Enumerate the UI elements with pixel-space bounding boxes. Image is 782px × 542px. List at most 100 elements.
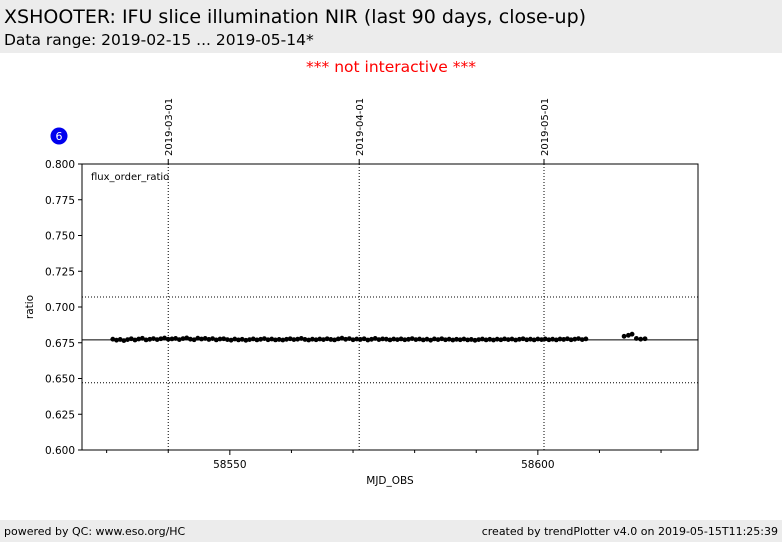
data-point [269, 336, 275, 342]
x-tick-label: 58600 [521, 459, 554, 471]
footer-bar: powered by QC: www.eso.org/HC created by… [0, 520, 782, 542]
data-point [280, 337, 286, 343]
data-point [398, 336, 404, 342]
data-point [114, 337, 119, 343]
page-subtitle: Data range: 2019-02-15 ... 2019-05-14* [4, 31, 314, 49]
data-point [634, 336, 639, 341]
data-point [391, 336, 397, 342]
data-point [217, 336, 223, 342]
data-point [180, 336, 186, 342]
data-point [450, 337, 456, 343]
data-point [505, 337, 511, 343]
data-point [621, 333, 627, 339]
date-marker-label: 2019-05-01 [540, 98, 551, 156]
data-point [406, 336, 411, 342]
data-point [221, 336, 227, 342]
data-point [261, 336, 267, 342]
data-point [638, 336, 644, 342]
data-point [372, 336, 378, 341]
data-point [247, 337, 252, 343]
data-point [524, 337, 530, 343]
data-point [317, 336, 323, 342]
data-point [509, 336, 515, 342]
data-point [383, 336, 389, 342]
data-point [424, 336, 430, 342]
data-point [165, 336, 171, 342]
y-tick-label: 0.750 [45, 231, 75, 243]
data-point [439, 336, 445, 342]
data-point [154, 337, 160, 343]
date-marker-label: 2019-03-01 [164, 98, 175, 156]
data-point [516, 336, 522, 342]
y-tick-label: 0.725 [45, 266, 75, 278]
data-point [110, 336, 116, 342]
data-point [346, 336, 352, 342]
data-point [513, 337, 519, 343]
plot-annotation: flux_order_ratio [91, 172, 169, 183]
x-tick-label: 58550 [213, 459, 246, 471]
data-point [579, 337, 585, 343]
y-axis-label: ratio [24, 295, 36, 319]
data-point [435, 337, 441, 343]
data-point [250, 336, 256, 342]
trend-chart: 6 2019-03-01 2019-04-01 2019-05-01 0.600 0.6… [24, 98, 699, 487]
data-point [454, 336, 459, 342]
data-point [576, 336, 581, 342]
data-point [417, 336, 422, 342]
data-point [335, 336, 341, 342]
data-point [195, 335, 201, 341]
data-point [465, 337, 471, 343]
data-point [147, 336, 153, 342]
data-point [553, 337, 559, 343]
data-point [132, 337, 138, 343]
data-point [291, 337, 297, 343]
footer-created: created by trendPlotter v4.0 on 2019-05-… [481, 525, 778, 538]
data-point [420, 337, 426, 343]
footer-credit: powered by QC: www.eso.org/HC [4, 525, 186, 538]
data-point [295, 336, 300, 342]
data-point [125, 337, 130, 343]
data-point [483, 337, 489, 343]
y-tick-label: 0.675 [45, 338, 75, 350]
data-point [309, 336, 315, 342]
data-point [273, 337, 278, 343]
data-point [457, 337, 463, 343]
data-point [387, 337, 393, 343]
data-point [365, 337, 371, 343]
data-point [443, 337, 448, 343]
data-point [550, 336, 556, 342]
page-title: XSHOOTER: IFU slice illumination NIR (la… [4, 6, 587, 28]
data-point [625, 332, 631, 338]
data-point [236, 337, 241, 343]
data-point [583, 336, 589, 342]
y-tick-label: 0.625 [45, 409, 75, 421]
data-point [468, 337, 474, 342]
data-point [565, 336, 570, 342]
data-point [298, 336, 304, 341]
data-point [162, 335, 167, 341]
data-point [136, 336, 142, 342]
data-point [350, 337, 356, 343]
data-point [191, 337, 197, 343]
data-point [557, 336, 563, 342]
data-point [487, 336, 493, 342]
badge-number: 6 [56, 130, 63, 143]
data-point [287, 336, 293, 342]
y-tick-label: 0.650 [45, 374, 75, 386]
y-tick-label: 0.775 [45, 195, 75, 207]
data-point [139, 335, 145, 341]
data-point [128, 336, 134, 342]
data-point [642, 336, 648, 342]
data-point [184, 335, 190, 341]
data-point [151, 336, 156, 342]
data-point [176, 337, 182, 343]
data-point [494, 336, 500, 342]
date-marker-label: 2019-04-01 [355, 98, 366, 156]
data-point [446, 336, 452, 342]
data-point [228, 337, 234, 343]
data-point [428, 337, 434, 343]
data-point [199, 336, 204, 342]
data-point [306, 337, 312, 343]
data-point [210, 336, 215, 342]
data-point [232, 336, 238, 342]
